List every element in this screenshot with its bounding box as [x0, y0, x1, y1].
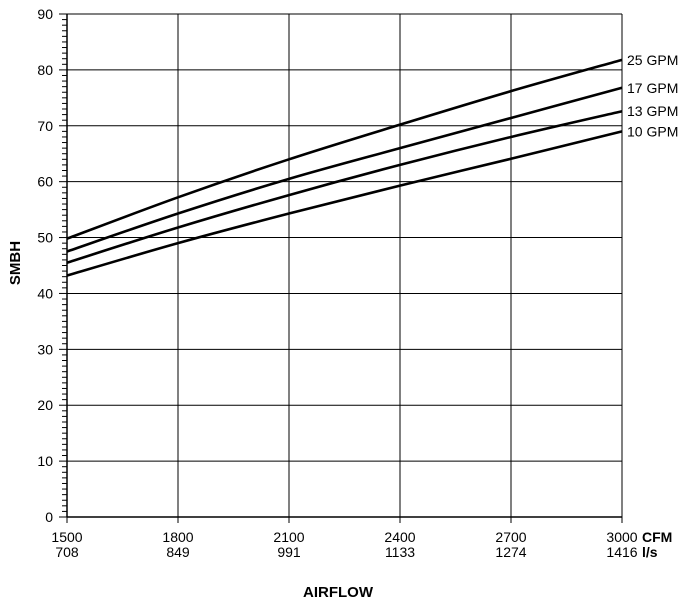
x-tick-label-primary: 1500: [51, 529, 82, 545]
x-axis-title: AIRFLOW: [303, 584, 374, 601]
x-tick-label-primary: 2700: [495, 529, 526, 545]
y-tick-labels: 0 10 20 30 40 50 60 70 80 90: [37, 6, 53, 525]
series-label: 25 GPM: [627, 52, 678, 68]
x-tick-label-primary: 2400: [384, 529, 415, 545]
y-tick-label: 80: [37, 62, 53, 78]
x-tick-label-primary: 1800: [162, 529, 193, 545]
y-tick-label: 40: [37, 285, 53, 301]
series-lines: [66, 58, 623, 277]
x-tick-label-secondary: 1133: [385, 544, 415, 560]
y-tick-label: 90: [37, 6, 53, 22]
series-label: 10 GPM: [627, 123, 678, 139]
series-line: [66, 86, 623, 253]
series-line: [66, 130, 623, 277]
x-tick-label-secondary: 1274: [495, 544, 526, 560]
y-tick-label: 70: [37, 118, 53, 134]
y-tick-label: 10: [37, 453, 53, 469]
series-line: [66, 58, 623, 240]
y-tick-label: 50: [37, 230, 53, 246]
series-label: 17 GPM: [627, 80, 678, 96]
series-label: 13 GPM: [627, 103, 678, 119]
x-tick-label-secondary: 1416: [606, 544, 637, 560]
x-unit-secondary: l/s: [642, 544, 658, 560]
y-axis-title: SMBH: [7, 241, 24, 285]
series-line: [66, 109, 623, 264]
x-tick-label-secondary: 849: [166, 544, 190, 560]
y-tick-label: 60: [37, 174, 53, 190]
x-unit-primary: CFM: [642, 529, 672, 545]
y-tick-label: 0: [45, 509, 53, 525]
series-labels: 25 GPM 17 GPM 13 GPM 10 GPM: [627, 52, 678, 140]
x-tick-label-secondary: 708: [55, 544, 79, 560]
y-tick-label: 20: [37, 397, 53, 413]
x-tick-label-primary: 2100: [273, 529, 304, 545]
x-tick-label-primary: 3000: [606, 529, 637, 545]
grid: [67, 13, 623, 517]
y-minor-ticks: [59, 13, 623, 523]
x-tick-label-secondary: 991: [277, 544, 301, 560]
y-tick-label: 30: [37, 341, 53, 357]
